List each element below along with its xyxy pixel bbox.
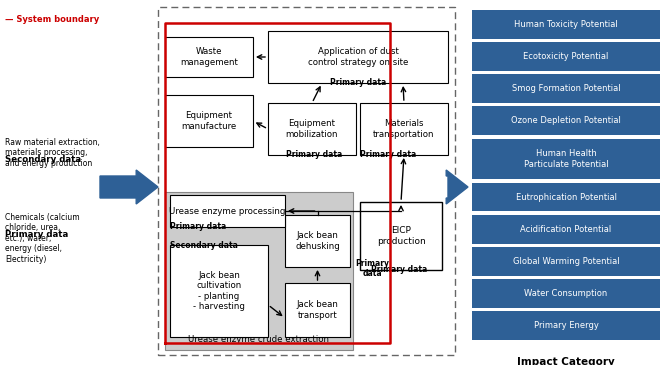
Text: Primary data: Primary data (330, 78, 386, 87)
Bar (472, 74, 660, 103)
Text: Primary data: Primary data (286, 150, 342, 159)
Bar (165, 192, 353, 350)
Bar (472, 107, 660, 135)
Text: Jack bean
transport: Jack bean transport (296, 300, 339, 320)
Bar (472, 279, 660, 308)
Bar (158, 7, 455, 355)
Bar (285, 215, 350, 267)
Text: Water Consumption: Water Consumption (524, 289, 607, 298)
Bar (360, 202, 442, 270)
Text: Primary data: Primary data (371, 265, 427, 274)
Bar (360, 103, 448, 155)
Polygon shape (446, 170, 468, 204)
Text: Primary data: Primary data (360, 150, 416, 159)
Text: Primary data: Primary data (170, 222, 226, 231)
Text: Jack bean
cultivation
- planting
- harvesting: Jack bean cultivation - planting - harve… (193, 271, 245, 311)
Text: Global Warming Potential: Global Warming Potential (512, 257, 619, 266)
Text: Ozone Depletion Potential: Ozone Depletion Potential (511, 116, 621, 125)
Bar (472, 311, 660, 340)
Text: Primary data: Primary data (5, 230, 68, 239)
Text: Equipment
manufacture: Equipment manufacture (181, 111, 237, 131)
Text: Primary
data: Primary data (355, 259, 389, 278)
Text: Jack bean
dehusking: Jack bean dehusking (295, 231, 340, 251)
Bar (472, 247, 660, 276)
Text: Primary Energy: Primary Energy (534, 321, 599, 330)
Text: Equipment
mobilization: Equipment mobilization (286, 119, 339, 139)
Bar (472, 183, 660, 211)
Bar (472, 10, 660, 39)
Text: EICP
production: EICP production (377, 226, 425, 246)
Text: Human Toxicity Potential: Human Toxicity Potential (514, 20, 618, 29)
Text: Ecotoxicity Potential: Ecotoxicity Potential (523, 52, 609, 61)
Bar (165, 37, 253, 77)
Text: — System boundary: — System boundary (5, 15, 99, 24)
Text: Urease enzyme processing: Urease enzyme processing (169, 207, 286, 215)
Text: Eutrophication Potential: Eutrophication Potential (516, 193, 617, 201)
Bar (165, 95, 253, 147)
Text: Human Health
Particulate Potential: Human Health Particulate Potential (524, 149, 608, 169)
Text: Urease enzyme crude extraction: Urease enzyme crude extraction (189, 335, 330, 345)
Bar (285, 283, 350, 337)
Bar (472, 139, 660, 179)
Bar (268, 103, 356, 155)
Text: Chemicals (calcium
chloride, urea,
etc.), water,
energy (diesel,
Electricity): Chemicals (calcium chloride, urea, etc.)… (5, 213, 80, 264)
Bar (170, 245, 268, 337)
Text: Raw material extraction,
materials processing,
and energy production: Raw material extraction, materials proce… (5, 138, 100, 168)
Text: Secondary data: Secondary data (5, 155, 81, 164)
Bar (170, 195, 285, 227)
Text: Smog Formation Potential: Smog Formation Potential (512, 84, 620, 93)
Bar (268, 31, 448, 83)
Text: Materials
transportation: Materials transportation (373, 119, 435, 139)
Text: Secondary data: Secondary data (170, 241, 238, 250)
Bar (472, 215, 660, 243)
Text: Impact Category: Impact Category (517, 357, 615, 365)
Text: Acidification Potential: Acidification Potential (520, 225, 611, 234)
Polygon shape (100, 170, 158, 204)
Text: Waste
management: Waste management (180, 47, 238, 67)
Text: Application of dust
control strategy on site: Application of dust control strategy on … (308, 47, 408, 67)
Bar (472, 42, 660, 71)
